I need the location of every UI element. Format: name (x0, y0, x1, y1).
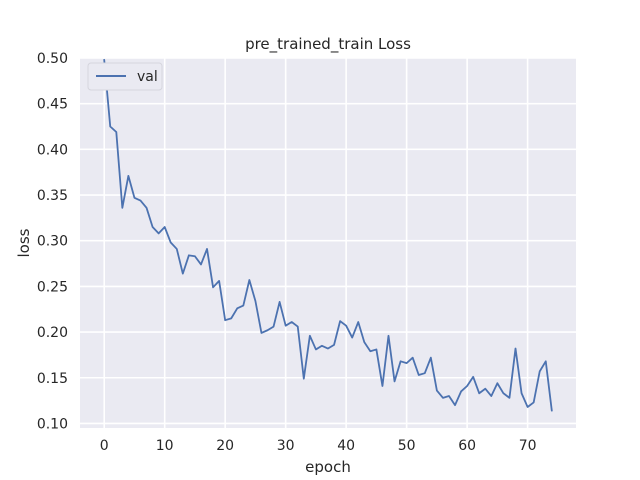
x-tick-label: 30 (277, 438, 295, 454)
plot-background (80, 58, 576, 428)
x-tick-label: 50 (398, 438, 416, 454)
y-tick-label: 0.20 (37, 325, 68, 341)
grid-lines (80, 57, 576, 428)
x-axis-ticks: 0 10 20 30 40 50 60 70 (100, 438, 537, 454)
legend: val (87, 62, 163, 91)
legend-label-val: val (137, 69, 158, 85)
x-tick-label: 70 (519, 438, 537, 454)
y-tick-label: 0.35 (37, 188, 68, 204)
y-tick-label: 0.30 (37, 234, 68, 250)
x-tick-label: 60 (458, 438, 476, 454)
series-line-val (103, 58, 553, 412)
chart-title: pre_trained_train Loss (245, 35, 411, 54)
y-tick-label: 0.15 (37, 371, 68, 387)
series-layer (103, 58, 553, 412)
x-tick-label: 0 (100, 438, 109, 454)
x-axis-label: epoch (305, 458, 351, 476)
y-axis-ticks: 0.10 0.15 0.20 0.25 0.30 0.35 0.40 0.45 0.50 (37, 51, 68, 432)
y-tick-label: 0.50 (37, 51, 68, 67)
x-tick-label: 40 (337, 438, 355, 454)
y-tick-label: 0.45 (37, 97, 68, 113)
y-axis-label: loss (15, 228, 33, 257)
y-tick-label: 0.40 (37, 142, 68, 158)
x-tick-label: 20 (216, 438, 234, 454)
y-tick-label: 0.10 (37, 416, 68, 432)
y-tick-label: 0.25 (37, 279, 68, 295)
x-tick-label: 10 (156, 438, 174, 454)
